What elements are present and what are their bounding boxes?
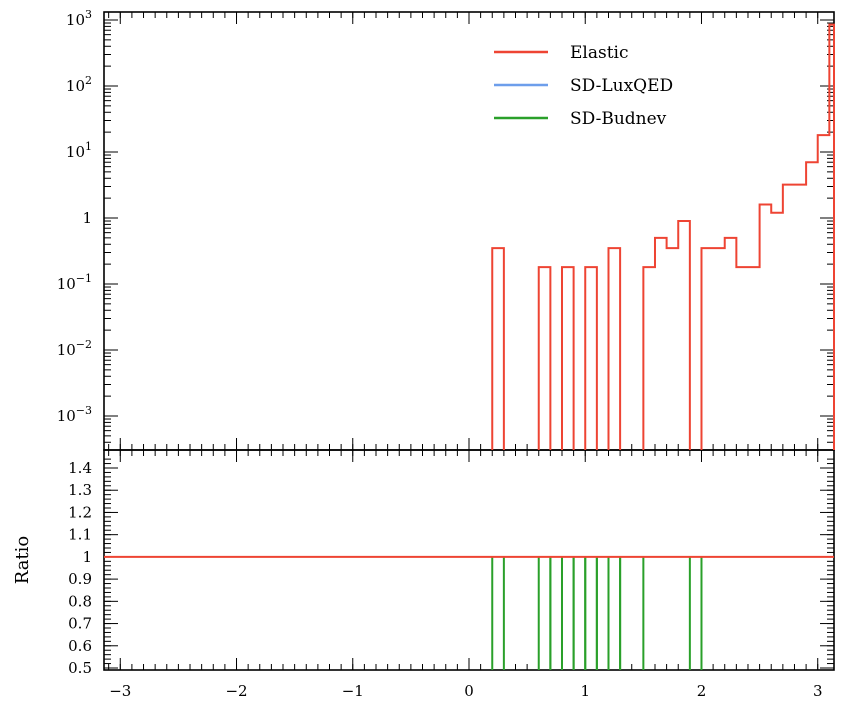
ratio-y-tick-label: 1 <box>82 548 92 566</box>
x-tick-label: 0 <box>464 682 474 700</box>
axis-ticks <box>104 12 834 670</box>
ratio-y-tick-label: 0.7 <box>68 615 92 633</box>
ratio-y-tick-label: 0.8 <box>68 592 92 610</box>
ratio-y-tick-label: 0.5 <box>68 659 92 677</box>
main-y-tick-labels: 103 102 101 1 10−1 10−2 10−3 <box>57 8 92 425</box>
x-tick-label: 3 <box>813 682 823 700</box>
ratio-y-tick-label: 0.6 <box>68 637 92 655</box>
ratio-y-tick-label: 1.1 <box>68 526 92 544</box>
ratio-budnev-bins <box>491 556 703 670</box>
x-tick-label: −2 <box>225 682 247 700</box>
x-tick-label: −3 <box>109 682 131 700</box>
legend-label-elastic: Elastic <box>570 43 629 63</box>
y-tick-label: 10−1 <box>57 272 92 293</box>
x-tick-label: −1 <box>342 682 364 700</box>
ratio-panel-frame <box>103 449 835 671</box>
ratio-y-tick-labels: 1.4 1.3 1.2 1.1 1 0.9 0.8 0.7 0.6 0.5 <box>68 459 92 677</box>
series-elastic-histogram <box>491 23 835 450</box>
y-tick-label: 103 <box>66 8 92 29</box>
x-tick-label: 2 <box>697 682 707 700</box>
y-tick-label: 101 <box>66 140 92 161</box>
x-tick-labels: −3 −2 −1 0 1 2 3 <box>109 682 822 700</box>
ratio-y-axis-label: Ratio <box>12 536 33 585</box>
y-tick-label: 10−3 <box>57 404 92 425</box>
ratio-y-tick-label: 0.9 <box>68 570 92 588</box>
y-tick-label: 102 <box>66 74 92 95</box>
ratio-y-tick-label: 1.2 <box>68 503 92 521</box>
legend-label-sd-budnev: SD-Budnev <box>570 109 667 129</box>
y-tick-label: 10−2 <box>57 338 92 359</box>
legend-label-sd-luxqed: SD-LuxQED <box>570 76 673 96</box>
y-tick-label: 1 <box>82 209 92 227</box>
x-tick-label: 1 <box>580 682 590 700</box>
main-panel-frame <box>103 11 835 451</box>
legend: Elastic SD-LuxQED SD-Budnev <box>494 43 673 129</box>
ratio-y-tick-label: 1.4 <box>68 459 92 477</box>
ratio-y-tick-label: 1.3 <box>68 481 92 499</box>
